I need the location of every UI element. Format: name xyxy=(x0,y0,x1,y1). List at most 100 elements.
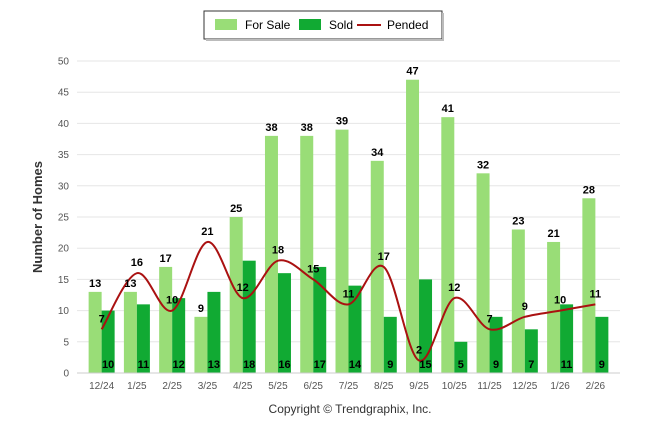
data-label-for-sale: 9 xyxy=(198,303,204,315)
data-label-sold: 15 xyxy=(419,359,431,371)
data-label-pended: 18 xyxy=(272,245,284,257)
bar-for-sale xyxy=(547,241,561,373)
legend: For Sale Sold Pended xyxy=(203,10,444,41)
data-label-sold: 9 xyxy=(493,359,499,371)
data-label-for-sale: 47 xyxy=(406,66,418,78)
data-label-for-sale: 23 xyxy=(512,215,524,227)
data-label-sold: 5 xyxy=(458,359,464,371)
data-label-pended: 7 xyxy=(487,313,493,325)
data-label-sold: 14 xyxy=(349,359,362,371)
data-label-sold: 16 xyxy=(278,359,290,371)
bar-for-sale xyxy=(476,173,490,373)
bar-for-sale xyxy=(300,135,314,373)
bar-sold xyxy=(101,310,115,373)
data-label-for-sale: 25 xyxy=(230,203,242,215)
data-label-for-sale: 13 xyxy=(124,278,136,290)
data-label-for-sale: 39 xyxy=(336,116,348,128)
legend-label: Pended xyxy=(387,18,428,32)
series-line-pended xyxy=(100,240,596,362)
x-tick-label: 1/25 xyxy=(127,381,147,392)
bar-sold xyxy=(172,298,186,373)
legend-swatch-sold xyxy=(299,19,321,30)
x-tick-label: 2/26 xyxy=(586,381,606,392)
y-tick-label: 35 xyxy=(58,150,70,161)
bar-sold xyxy=(560,304,574,373)
legend-label: For Sale xyxy=(245,18,291,32)
data-label-pended: 16 xyxy=(131,257,143,269)
data-label-pended: 12 xyxy=(448,282,460,294)
data-label-sold: 9 xyxy=(387,359,393,371)
legend-shadow xyxy=(206,39,444,41)
bar-for-sale xyxy=(123,291,137,373)
data-label-for-sale: 17 xyxy=(160,253,172,265)
data-label-sold: 11 xyxy=(138,359,150,371)
bar-sold xyxy=(136,304,150,373)
bar-sold xyxy=(524,329,538,373)
x-tick-label: 9/25 xyxy=(409,381,429,392)
data-label-sold: 10 xyxy=(102,359,114,371)
data-label-sold: 11 xyxy=(561,359,573,371)
data-label-sold: 7 xyxy=(528,359,534,371)
x-tick-label: 12/24 xyxy=(89,381,114,392)
bars xyxy=(88,79,609,373)
data-label-for-sale: 41 xyxy=(442,103,454,115)
data-label-for-sale: 28 xyxy=(583,184,595,196)
data-label-pended: 9 xyxy=(522,301,528,313)
bar-sold xyxy=(207,291,221,373)
y-tick-label: 30 xyxy=(58,181,70,192)
y-tick-label: 5 xyxy=(63,337,69,348)
x-tick-label: 6/25 xyxy=(303,381,323,392)
bar-sold xyxy=(348,285,362,373)
x-tick-label: 3/25 xyxy=(198,381,218,392)
bar-sold xyxy=(489,316,503,373)
y-tick-label: 0 xyxy=(63,369,69,380)
data-label-for-sale: 38 xyxy=(301,122,313,134)
x-tick-label: 8/25 xyxy=(374,381,394,392)
bar-for-sale xyxy=(511,229,525,373)
data-label-for-sale: 13 xyxy=(89,278,101,290)
bar-for-sale xyxy=(88,291,102,373)
bar-sold xyxy=(419,279,433,373)
copyright-text: Copyright © Trendgraphix, Inc. xyxy=(269,402,432,416)
data-label-sold: 13 xyxy=(208,359,220,371)
y-axis-label: Number of Homes xyxy=(30,161,45,273)
legend-shadow xyxy=(442,13,444,41)
legend-label: Sold xyxy=(329,18,353,32)
bar-sold xyxy=(454,341,468,373)
data-label-pended: 10 xyxy=(554,295,566,307)
bar-sold xyxy=(313,266,327,373)
bar-sold xyxy=(242,260,256,373)
x-axis-ticks: 12/24 1/25 2/25 3/25 4/25 5/25 6/25 7/25 8/25 9/2… xyxy=(89,381,605,392)
data-label-for-sale: 34 xyxy=(371,147,384,159)
data-label-sold: 12 xyxy=(173,359,185,371)
x-tick-label: 1/26 xyxy=(550,381,570,392)
data-label-for-sale: 21 xyxy=(547,228,559,240)
bar-for-sale xyxy=(335,129,349,373)
bar-sold xyxy=(595,316,609,373)
data-label-pended: 11 xyxy=(590,288,602,300)
x-tick-label: 10/25 xyxy=(442,381,467,392)
bar-for-sale xyxy=(406,79,420,373)
y-axis-ticks: 0 5 10 15 20 25 30 35 40 45 50 xyxy=(58,57,70,380)
data-label-pended: 11 xyxy=(343,288,355,300)
x-tick-label: 4/25 xyxy=(233,381,253,392)
data-label-sold: 17 xyxy=(314,359,326,371)
data-label-pended: 12 xyxy=(237,282,249,294)
bar-sold xyxy=(277,273,291,373)
bar-for-sale xyxy=(229,217,243,373)
y-tick-label: 25 xyxy=(58,213,70,224)
bar-for-sale xyxy=(582,198,596,373)
x-tick-label: 11/25 xyxy=(477,381,502,392)
y-tick-label: 15 xyxy=(58,275,70,286)
x-tick-label: 2/25 xyxy=(162,381,182,392)
y-tick-label: 45 xyxy=(58,88,70,99)
x-tick-label: 12/25 xyxy=(512,381,537,392)
bar-for-sale xyxy=(264,135,278,373)
y-tick-label: 10 xyxy=(58,306,70,317)
bar-for-sale xyxy=(159,266,173,373)
data-label-pended: 17 xyxy=(378,251,390,263)
bar-sold xyxy=(383,316,397,373)
